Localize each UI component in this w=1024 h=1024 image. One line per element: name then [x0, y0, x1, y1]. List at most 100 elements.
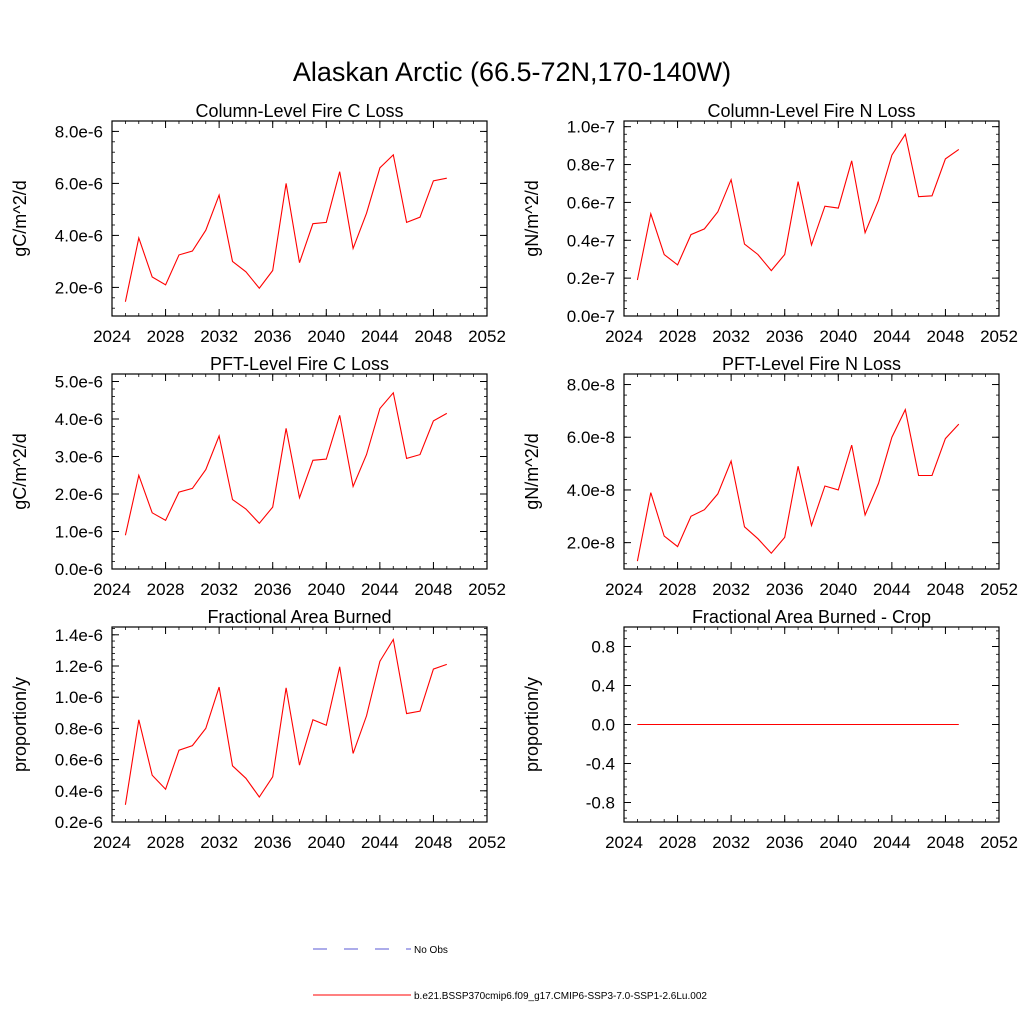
x-tick-label: 2024 [93, 327, 131, 346]
y-axis-label: proportion/y [522, 677, 542, 772]
x-tick-label: 2044 [873, 327, 911, 346]
x-tick-label: 2036 [766, 833, 804, 852]
y-tick-label: 0.2e-7 [567, 269, 615, 288]
y-tick-label: 1.0e-6 [55, 523, 103, 542]
plot-frame [111, 626, 488, 823]
figure-title: Alaskan Arctic (66.5-72N,170-140W) [293, 57, 731, 87]
chart-panel-5: Fractional Area Burned proportion/y 2024 20… [10, 607, 506, 852]
plot-frame [111, 120, 488, 317]
x-tick-label: 2044 [873, 833, 911, 852]
y-axis-label: gC/m^2/d [10, 433, 30, 509]
plot-frame [623, 120, 1000, 317]
y-tick-label: 0.0 [591, 716, 615, 735]
x-tick-label: 2048 [415, 580, 453, 599]
y-tick-label: 0.2e-6 [55, 813, 103, 832]
x-tick-label: 2024 [605, 580, 643, 599]
x-tick-label: 2028 [147, 833, 185, 852]
y-tick-label: 0.0e-7 [567, 307, 615, 326]
series-line-model [124, 153, 447, 302]
legend-label-model: b.e21.BSSP370cmip6.f09_g17.CMIP6-SSP3-7.… [414, 991, 707, 1002]
x-tick-label: 2040 [307, 327, 345, 346]
x-tick-label: 2052 [980, 580, 1018, 599]
series-line-model [124, 637, 447, 805]
y-tick-label: -0.4 [586, 755, 615, 774]
y-tick-label: 8.0e-6 [55, 122, 103, 141]
chart-panel-4: PFT-Level Fire N Loss gN/m^2/d 2024 2028 203… [522, 354, 1018, 599]
x-tick-label: 2028 [659, 580, 697, 599]
y-tick-label: 2.0e-6 [55, 485, 103, 504]
y-tick-label: 4.0e-6 [55, 226, 103, 245]
y-axis-label: gN/m^2/d [522, 180, 542, 256]
x-tick-label: 2040 [307, 833, 345, 852]
x-tick-label: 2048 [927, 327, 965, 346]
x-tick-label: 2036 [766, 327, 804, 346]
x-tick-label: 2036 [254, 833, 292, 852]
x-tick-label: 2040 [819, 580, 857, 599]
chart-title: PFT-Level Fire N Loss [722, 354, 901, 374]
x-tick-label: 2048 [415, 833, 453, 852]
chart-title: Fractional Area Burned [207, 607, 391, 627]
chart-panel-2: Column-Level Fire N Loss gN/m^2/d 2024 2028… [522, 101, 1018, 346]
y-tick-label: 0.8e-7 [567, 156, 615, 175]
x-tick-label: 2048 [415, 327, 453, 346]
y-tick-label: 0.8 [591, 638, 615, 657]
x-tick-label: 2040 [819, 833, 857, 852]
x-tick-label: 2028 [659, 833, 697, 852]
y-tick-label: 0.4e-6 [55, 782, 103, 801]
y-tick-label: 0.6e-7 [567, 193, 615, 212]
chart-panel-1: Column-Level Fire C Loss gC/m^2/d 2024 2028… [10, 101, 506, 346]
y-tick-label: 0.8e-6 [55, 719, 103, 738]
series-line-model [636, 132, 960, 281]
y-tick-label: 2.0e-6 [55, 278, 103, 297]
x-tick-label: 2028 [147, 327, 185, 346]
chart-title: PFT-Level Fire C Loss [210, 354, 389, 374]
x-tick-label: 2052 [468, 327, 506, 346]
plot-frame [111, 373, 488, 570]
panel-grid: Column-Level Fire C Loss gC/m^2/d 2024 2028… [10, 101, 1018, 852]
y-axis-label: proportion/y [10, 677, 30, 772]
x-tick-label: 2044 [361, 580, 399, 599]
legend-label-no-obs: No Obs [414, 945, 448, 956]
x-tick-label: 2052 [980, 327, 1018, 346]
y-tick-label: 1.0e-6 [55, 688, 103, 707]
y-tick-label: -0.8 [586, 794, 615, 813]
y-tick-label: 0.4 [591, 677, 615, 696]
chart-panel-3: PFT-Level Fire C Loss gC/m^2/d 2024 2028 203… [10, 354, 506, 599]
x-tick-label: 2044 [873, 580, 911, 599]
chart-title: Fractional Area Burned - Crop [692, 607, 931, 627]
legend: No Obs b.e21.BSSP370cmip6.f09_g17.CMIP6-… [313, 945, 707, 1002]
y-tick-label: 8.0e-8 [567, 376, 615, 395]
y-tick-label: 0.4e-7 [567, 231, 615, 250]
x-tick-label: 2036 [254, 327, 292, 346]
x-tick-label: 2032 [200, 327, 238, 346]
x-tick-label: 2048 [927, 833, 965, 852]
x-tick-label: 2040 [307, 580, 345, 599]
x-tick-label: 2032 [712, 833, 750, 852]
x-tick-label: 2024 [93, 580, 131, 599]
y-tick-label: 4.0e-6 [55, 410, 103, 429]
y-tick-label: 6.0e-8 [567, 428, 615, 447]
x-tick-label: 2032 [200, 580, 238, 599]
x-tick-label: 2040 [819, 327, 857, 346]
series-line-model [636, 407, 960, 562]
x-tick-label: 2036 [254, 580, 292, 599]
chart-panel-6: Fractional Area Burned - Crop proportion/… [522, 607, 1018, 852]
y-axis-label: gN/m^2/d [522, 433, 542, 509]
y-tick-label: 4.0e-8 [567, 481, 615, 500]
x-tick-label: 2052 [468, 580, 506, 599]
x-tick-label: 2044 [361, 833, 399, 852]
x-tick-label: 2032 [712, 327, 750, 346]
y-tick-label: 3.0e-6 [55, 448, 103, 467]
x-tick-label: 2024 [605, 327, 643, 346]
x-tick-label: 2032 [200, 833, 238, 852]
y-tick-label: 6.0e-6 [55, 174, 103, 193]
y-tick-label: 0.6e-6 [55, 751, 103, 770]
y-tick-label: 5.0e-6 [55, 373, 103, 392]
x-tick-label: 2024 [605, 833, 643, 852]
x-tick-label: 2052 [980, 833, 1018, 852]
y-tick-label: 1.0e-7 [567, 118, 615, 137]
chart-title: Column-Level Fire N Loss [707, 101, 915, 121]
y-tick-label: 1.4e-6 [55, 626, 103, 645]
x-tick-label: 2036 [766, 580, 804, 599]
